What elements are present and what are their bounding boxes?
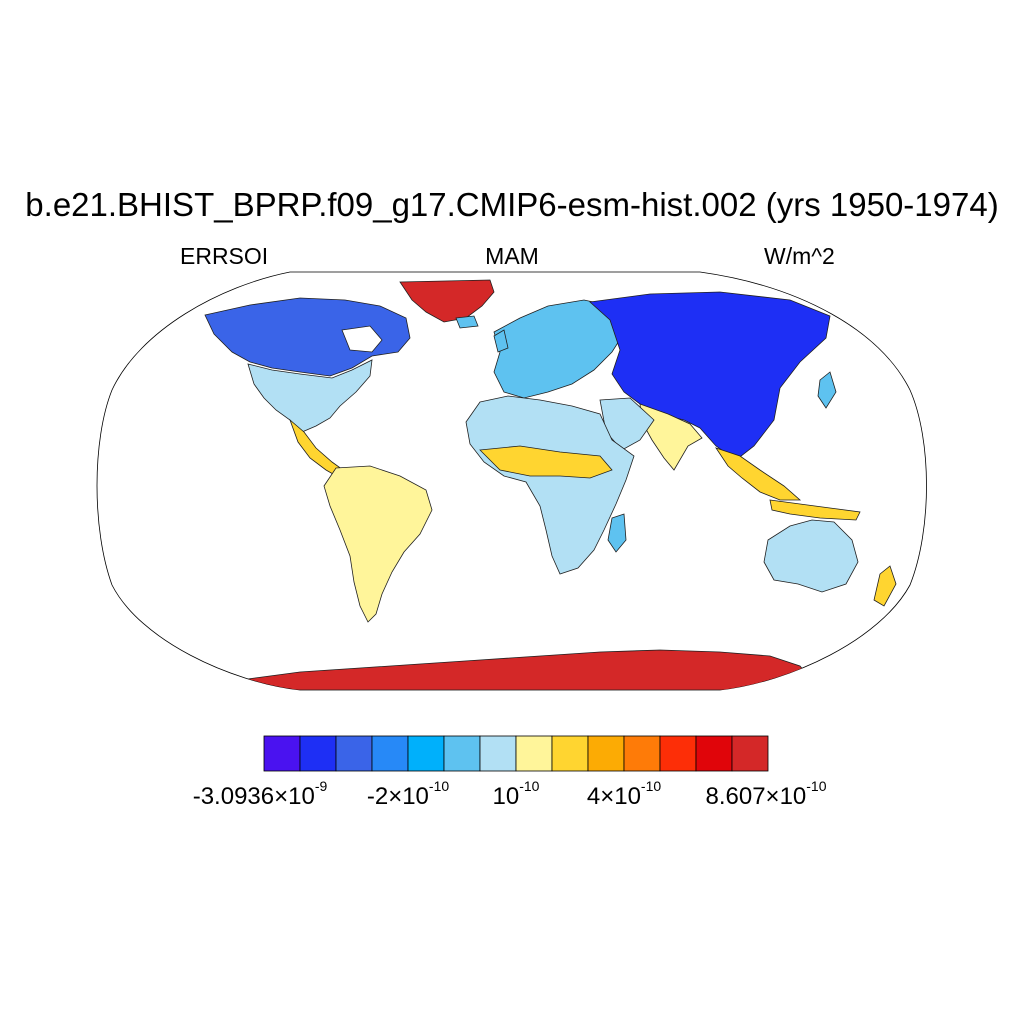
colorbar-swatch [731,735,769,772]
colorbar-swatch [659,735,697,772]
colorbar [263,735,769,772]
landmass-africa [465,395,635,575]
landmass-new-zealand [873,565,897,607]
colorbar-tick-label: 8.607×10-10 [705,778,827,810]
landmass-south-asia [639,403,703,471]
colorbar-tick-label: 10-10 [492,778,540,810]
landmass-indonesia [769,499,861,521]
colorbar-tick-label: -3.0936×10-9 [192,778,328,810]
landmass-north-america-north [204,297,411,377]
colorbar-tick-label: -2×10-10 [366,778,450,810]
variable-label: ERRSOI [180,243,269,269]
landmass-southeast-asia [715,447,802,501]
colorbar-swatch [551,735,589,772]
units-label: W/m^2 [764,243,835,269]
landmass-north-america-south [247,359,373,433]
colorbar-swatch [479,735,517,772]
colorbar-swatch [299,735,337,772]
landmass-africa-sahel [479,445,613,479]
colorbar-swatch [407,735,445,772]
colorbar-tick-label: 4×10-10 [586,778,662,810]
landmass-south-america [323,465,433,623]
landmass-madagascar [607,513,627,553]
landmass-iceland [455,315,479,329]
landmass-hudson-bay [341,325,383,353]
landmass-australia [763,519,859,593]
colorbar-swatch [263,735,301,772]
colorbar-swatch [443,735,481,772]
colorbar-swatch [335,735,373,772]
colorbar-swatch [623,735,661,772]
landmass-europe [493,299,627,399]
plot-title: b.e21.BHIST_BPRP.f09_g17.CMIP6-esm-hist.… [25,186,999,223]
landmass-japan [817,371,837,409]
colorbar-swatch [515,735,553,772]
colorbar-swatch [695,735,733,772]
colorbar-swatch [587,735,625,772]
colorbar-swatch [371,735,409,772]
landmass-british-isles [493,329,509,353]
season-label: MAM [485,243,539,269]
